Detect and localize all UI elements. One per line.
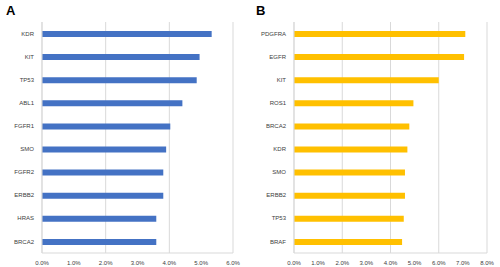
svg-text:4.0%: 4.0% [384,260,398,266]
svg-text:BRAF: BRAF [270,239,286,245]
svg-text:BRCA2: BRCA2 [14,239,35,245]
svg-text:3.0%: 3.0% [360,260,374,266]
svg-text:2.0%: 2.0% [99,260,113,266]
svg-text:5.0%: 5.0% [194,260,208,266]
svg-text:PDGFRA: PDGFRA [261,31,286,37]
html-text:A: A [6,3,16,18]
svg-text:KIT: KIT [277,77,287,83]
svg-text:ERBB2: ERBB2 [266,192,286,198]
svg-text:EGFR: EGFR [269,54,286,60]
html-text:B: B [256,3,266,18]
svg-text:KDR: KDR [21,31,34,37]
svg-text:4.0%: 4.0% [162,260,176,266]
svg-text:HRAS: HRAS [17,215,34,221]
svg-text:6.0%: 6.0% [226,260,240,266]
svg-text:1.0%: 1.0% [311,260,325,266]
svg-text:BRCA2: BRCA2 [266,123,287,129]
svg-text:7.0%: 7.0% [456,260,470,266]
svg-text:FGFR1: FGFR1 [14,123,34,129]
svg-text:2.0%: 2.0% [335,260,349,266]
svg-text:TP53: TP53 [272,215,287,221]
svg-text:0.0%: 0.0% [35,260,49,266]
svg-text:3.0%: 3.0% [131,260,145,266]
svg-text:1.0%: 1.0% [67,260,81,266]
svg-text:8.0%: 8.0% [480,260,492,266]
svg-text:KDR: KDR [273,146,286,152]
svg-text:SMO: SMO [272,169,286,175]
svg-text:FGFR2: FGFR2 [14,169,34,175]
svg-text:TP53: TP53 [20,77,35,83]
svg-text:0.0%: 0.0% [287,260,301,266]
svg-text:ROS1: ROS1 [270,100,287,106]
svg-text:KIT: KIT [25,54,35,60]
svg-text:ABL1: ABL1 [19,100,34,106]
svg-text:ERBB2: ERBB2 [14,192,34,198]
svg-text:6.0%: 6.0% [432,260,446,266]
svg-text:5.0%: 5.0% [408,260,422,266]
svg-text:SMO: SMO [20,146,34,152]
